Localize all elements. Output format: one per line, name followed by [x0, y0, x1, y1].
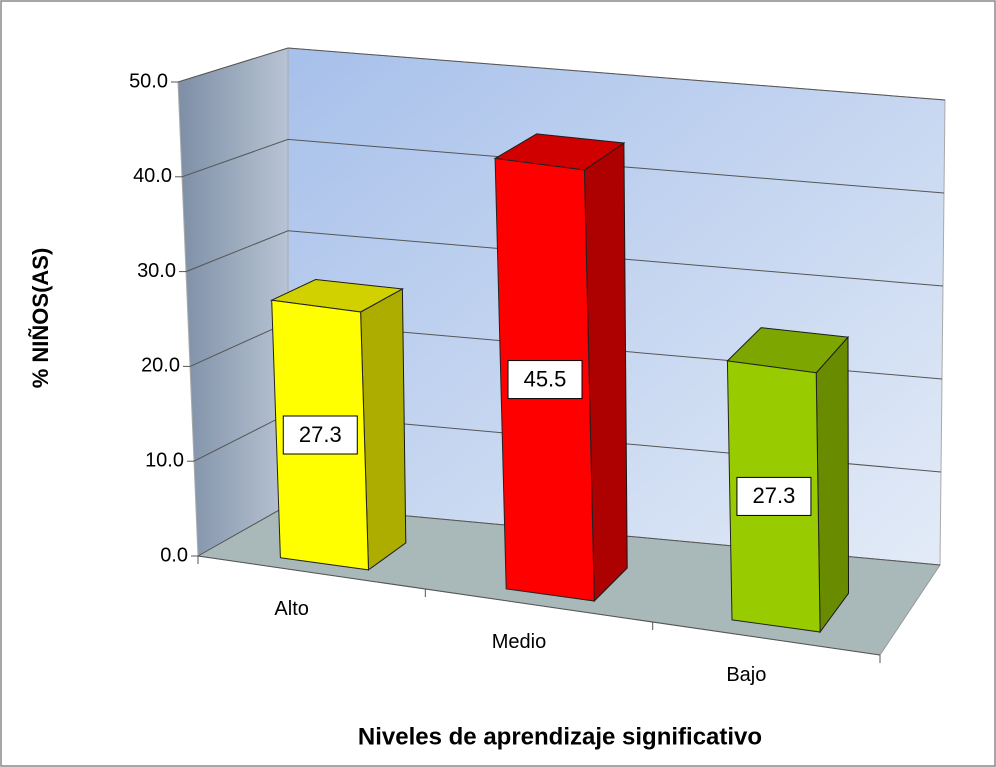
grid-line	[185, 230, 944, 287]
value-label: 27.3	[299, 422, 342, 447]
x-tick-label: Alto	[274, 598, 308, 620]
x-axis	[197, 555, 881, 656]
grid-line	[181, 138, 945, 194]
value-label-box	[736, 476, 812, 516]
y-tick-label: 30.0	[137, 260, 176, 282]
grid-line	[177, 47, 946, 101]
value-label-box	[282, 415, 358, 455]
value-label-box	[507, 360, 583, 400]
x-tick-label: Bajo	[726, 664, 766, 686]
y-tick-label: 0.0	[160, 544, 188, 566]
x-tick-label: Medio	[492, 631, 546, 653]
value-label: 27.3	[753, 483, 796, 508]
y-tick-label: 40.0	[133, 165, 172, 187]
y-tick-label: 10.0	[145, 449, 184, 471]
y-tick-label: 20.0	[141, 355, 180, 377]
bar-side	[815, 335, 850, 634]
x-axis-title: Niveles de aprendizaje significativo	[358, 723, 762, 750]
y-tick-label: 50.0	[129, 70, 168, 92]
plot-area: 0.0 10.0 20.0 30.0 40.0 50.0 Alto 27.3 Medio 45.5…	[129, 47, 946, 686]
y-axis-title: % NIÑOS(AS)	[28, 248, 53, 389]
value-label: 45.5	[524, 366, 567, 391]
